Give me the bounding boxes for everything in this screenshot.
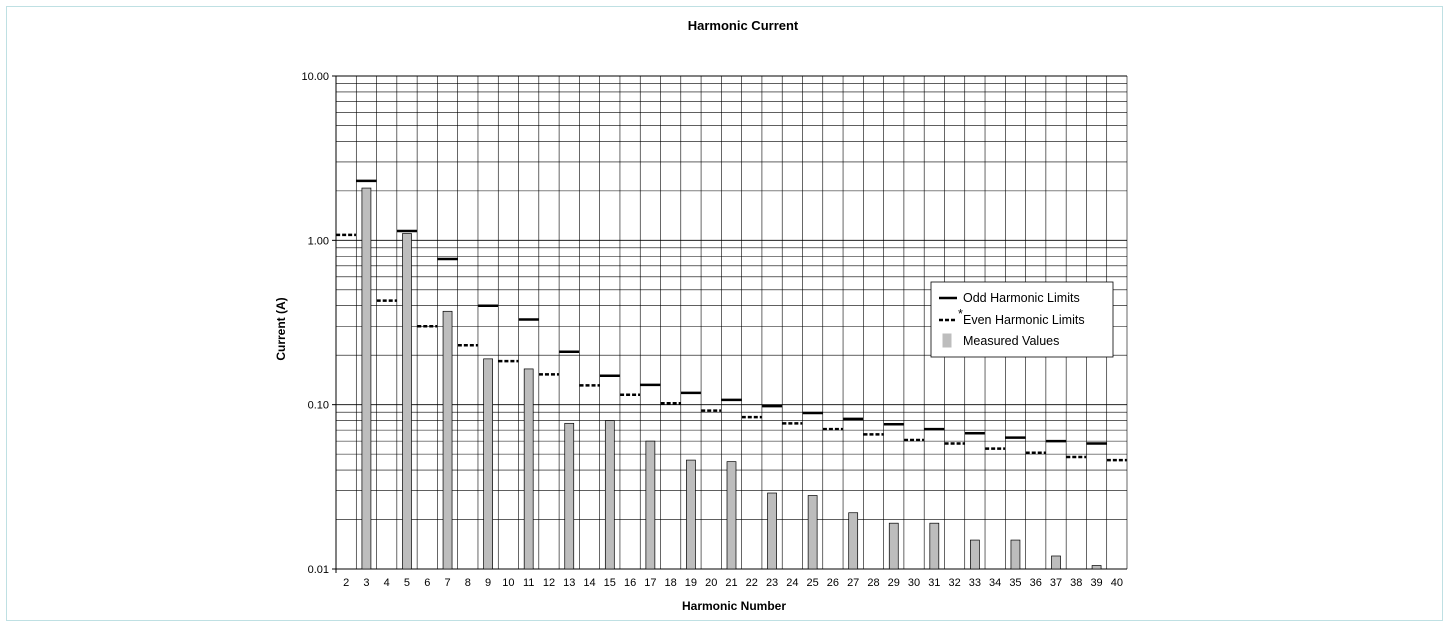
x-tick-label: 18 — [665, 577, 677, 589]
chart-frame: Harmonic Current Harmonic Number Current… — [6, 6, 1443, 621]
x-tick-label: 11 — [523, 577, 534, 589]
legend-even-marker: * — [958, 307, 963, 321]
legend-measured-swatch — [942, 333, 952, 348]
measured-value-bar — [1010, 539, 1021, 570]
y-tick-label: 10.00 — [301, 71, 329, 83]
measured-value-bar — [929, 522, 940, 570]
measured-value-bar — [604, 420, 615, 570]
x-tick-label: 38 — [1070, 577, 1082, 589]
legend-box — [930, 281, 1114, 358]
measured-value-bar — [888, 522, 899, 570]
x-tick-label: 5 — [404, 577, 410, 589]
x-tick-label: 39 — [1090, 577, 1102, 589]
x-tick-label: 9 — [485, 577, 491, 589]
y-tick-label: 0.01 — [308, 564, 329, 576]
x-tick-label: 3 — [363, 577, 369, 589]
x-tick-label: 31 — [928, 577, 940, 589]
x-tick-label: 7 — [444, 577, 450, 589]
x-tick-label: 21 — [725, 577, 737, 589]
measured-value-bar — [726, 461, 737, 570]
x-tick-label: 29 — [888, 577, 900, 589]
x-tick-label: 35 — [1009, 577, 1021, 589]
x-axis-title: Harmonic Number — [682, 599, 786, 613]
chart: Harmonic Current Harmonic Number Current… — [274, 18, 1128, 613]
x-tick-label: 40 — [1111, 577, 1123, 589]
measured-value-bar — [442, 310, 453, 570]
measured-value-bar — [1051, 555, 1061, 570]
axis-ticks: 2 3 4 5 6 7 8 9 10 11 12 13 14 15 16 17 18 19 20 21 22 23 24 25… — [301, 71, 1123, 589]
measured-value-bar — [361, 187, 372, 570]
x-tick-label: 26 — [827, 577, 839, 589]
x-tick-label: 28 — [867, 577, 879, 589]
x-tick-label: 37 — [1050, 577, 1062, 589]
measured-value-bar — [970, 539, 980, 570]
x-tick-label: 36 — [1030, 577, 1042, 589]
measured-value-bar — [1091, 565, 1102, 570]
x-tick-label: 19 — [685, 577, 697, 589]
x-tick-label: 33 — [969, 577, 981, 589]
measured-value-bar — [523, 368, 534, 570]
x-tick-label: 20 — [705, 577, 717, 589]
x-tick-label: 24 — [786, 577, 798, 589]
x-tick-label: 17 — [644, 577, 656, 589]
x-tick-label: 4 — [384, 577, 390, 589]
x-tick-label: 23 — [766, 577, 778, 589]
x-tick-label: 14 — [583, 577, 595, 589]
measured-value-bar — [807, 495, 818, 570]
limit-marks — [336, 179, 1127, 462]
measured-value-bar — [402, 233, 412, 570]
x-tick-label: 12 — [543, 577, 555, 589]
measured-value-bar — [483, 358, 493, 570]
x-tick-label: 10 — [502, 577, 514, 589]
x-tick-label: 22 — [746, 577, 758, 589]
y-axis-title: Current (A) — [274, 297, 288, 360]
y-tick-label: 0.10 — [308, 400, 329, 412]
x-tick-label: 13 — [563, 577, 575, 589]
legend-label: Odd Harmonic Limits — [963, 291, 1080, 305]
measured-value-bar — [767, 492, 777, 570]
measured-value-bar — [848, 512, 859, 570]
x-tick-label: 34 — [989, 577, 1001, 589]
y-tick-label: 1.00 — [308, 235, 329, 247]
x-tick-label: 30 — [908, 577, 920, 589]
legend-label: Measured Values — [963, 334, 1059, 348]
x-tick-label: 15 — [604, 577, 616, 589]
x-tick-label: 6 — [424, 577, 430, 589]
legend: *Odd Harmonic Limits Even Harmonic Limits… — [930, 281, 1114, 358]
measured-value-bar — [564, 422, 575, 570]
legend-label: Even Harmonic Limits — [963, 313, 1085, 327]
x-tick-label: 2 — [343, 577, 349, 589]
x-tick-label: 16 — [624, 577, 636, 589]
measured-value-bar — [686, 459, 696, 570]
x-tick-label: 8 — [465, 577, 471, 589]
x-tick-label: 25 — [807, 577, 819, 589]
x-tick-label: 27 — [847, 577, 859, 589]
measured-bars — [361, 187, 1102, 570]
chart-title: Harmonic Current — [688, 18, 799, 33]
measured-value-bar — [645, 440, 656, 570]
x-tick-label: 32 — [948, 577, 960, 589]
